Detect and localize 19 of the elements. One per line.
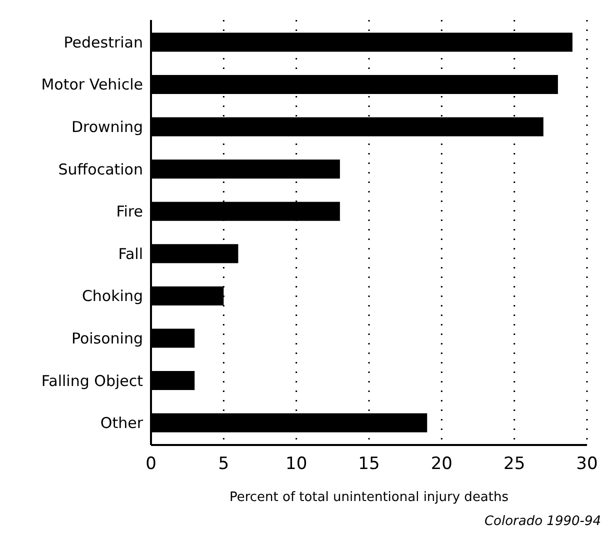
x-tick-label: 20: [430, 454, 452, 474]
x-tick-label: 30: [576, 454, 598, 474]
y-tick-label: Suffocation: [58, 160, 143, 178]
x-axis-title: Percent of total unintentional injury deaths: [229, 490, 509, 505]
x-tick-label: 25: [504, 454, 526, 474]
x-tick-label: 0: [146, 454, 156, 474]
y-tick-label: Poisoning: [71, 329, 143, 348]
y-tick-label: Choking: [82, 287, 143, 306]
y-tick-label: Drowning: [71, 118, 143, 136]
y-tick-label: Falling Object: [41, 372, 144, 390]
x-tick-label: 15: [358, 454, 380, 474]
y-tick-label: Pedestrian: [64, 33, 143, 52]
x-tick-label: 10: [286, 454, 308, 474]
x-tick-label: 5: [218, 454, 230, 474]
y-tick-label: Fire: [116, 202, 143, 221]
text: Colorado 1990-94: [484, 514, 601, 529]
y-tick-label: Fall: [118, 244, 143, 263]
y-tick-label: Other: [100, 414, 144, 432]
y-tick-label: Motor Vehicle: [41, 76, 143, 94]
